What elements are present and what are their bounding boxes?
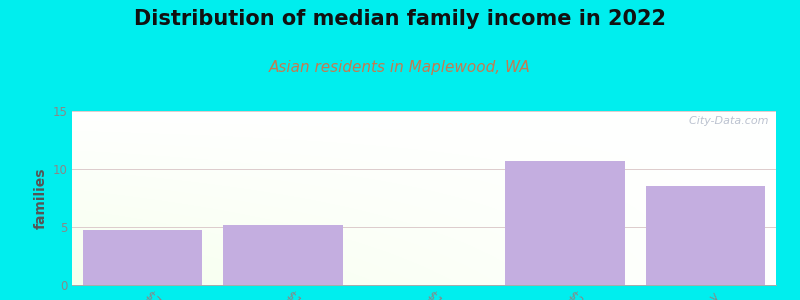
Bar (505, 161, 625, 285)
Bar (223, 225, 343, 285)
Text: Distribution of median family income in 2022: Distribution of median family income in … (134, 9, 666, 29)
Bar (82, 230, 202, 285)
Text: City-Data.com: City-Data.com (682, 116, 769, 126)
Text: Asian residents in Maplewood, WA: Asian residents in Maplewood, WA (269, 60, 531, 75)
Bar (646, 186, 766, 285)
Y-axis label: families: families (34, 167, 48, 229)
